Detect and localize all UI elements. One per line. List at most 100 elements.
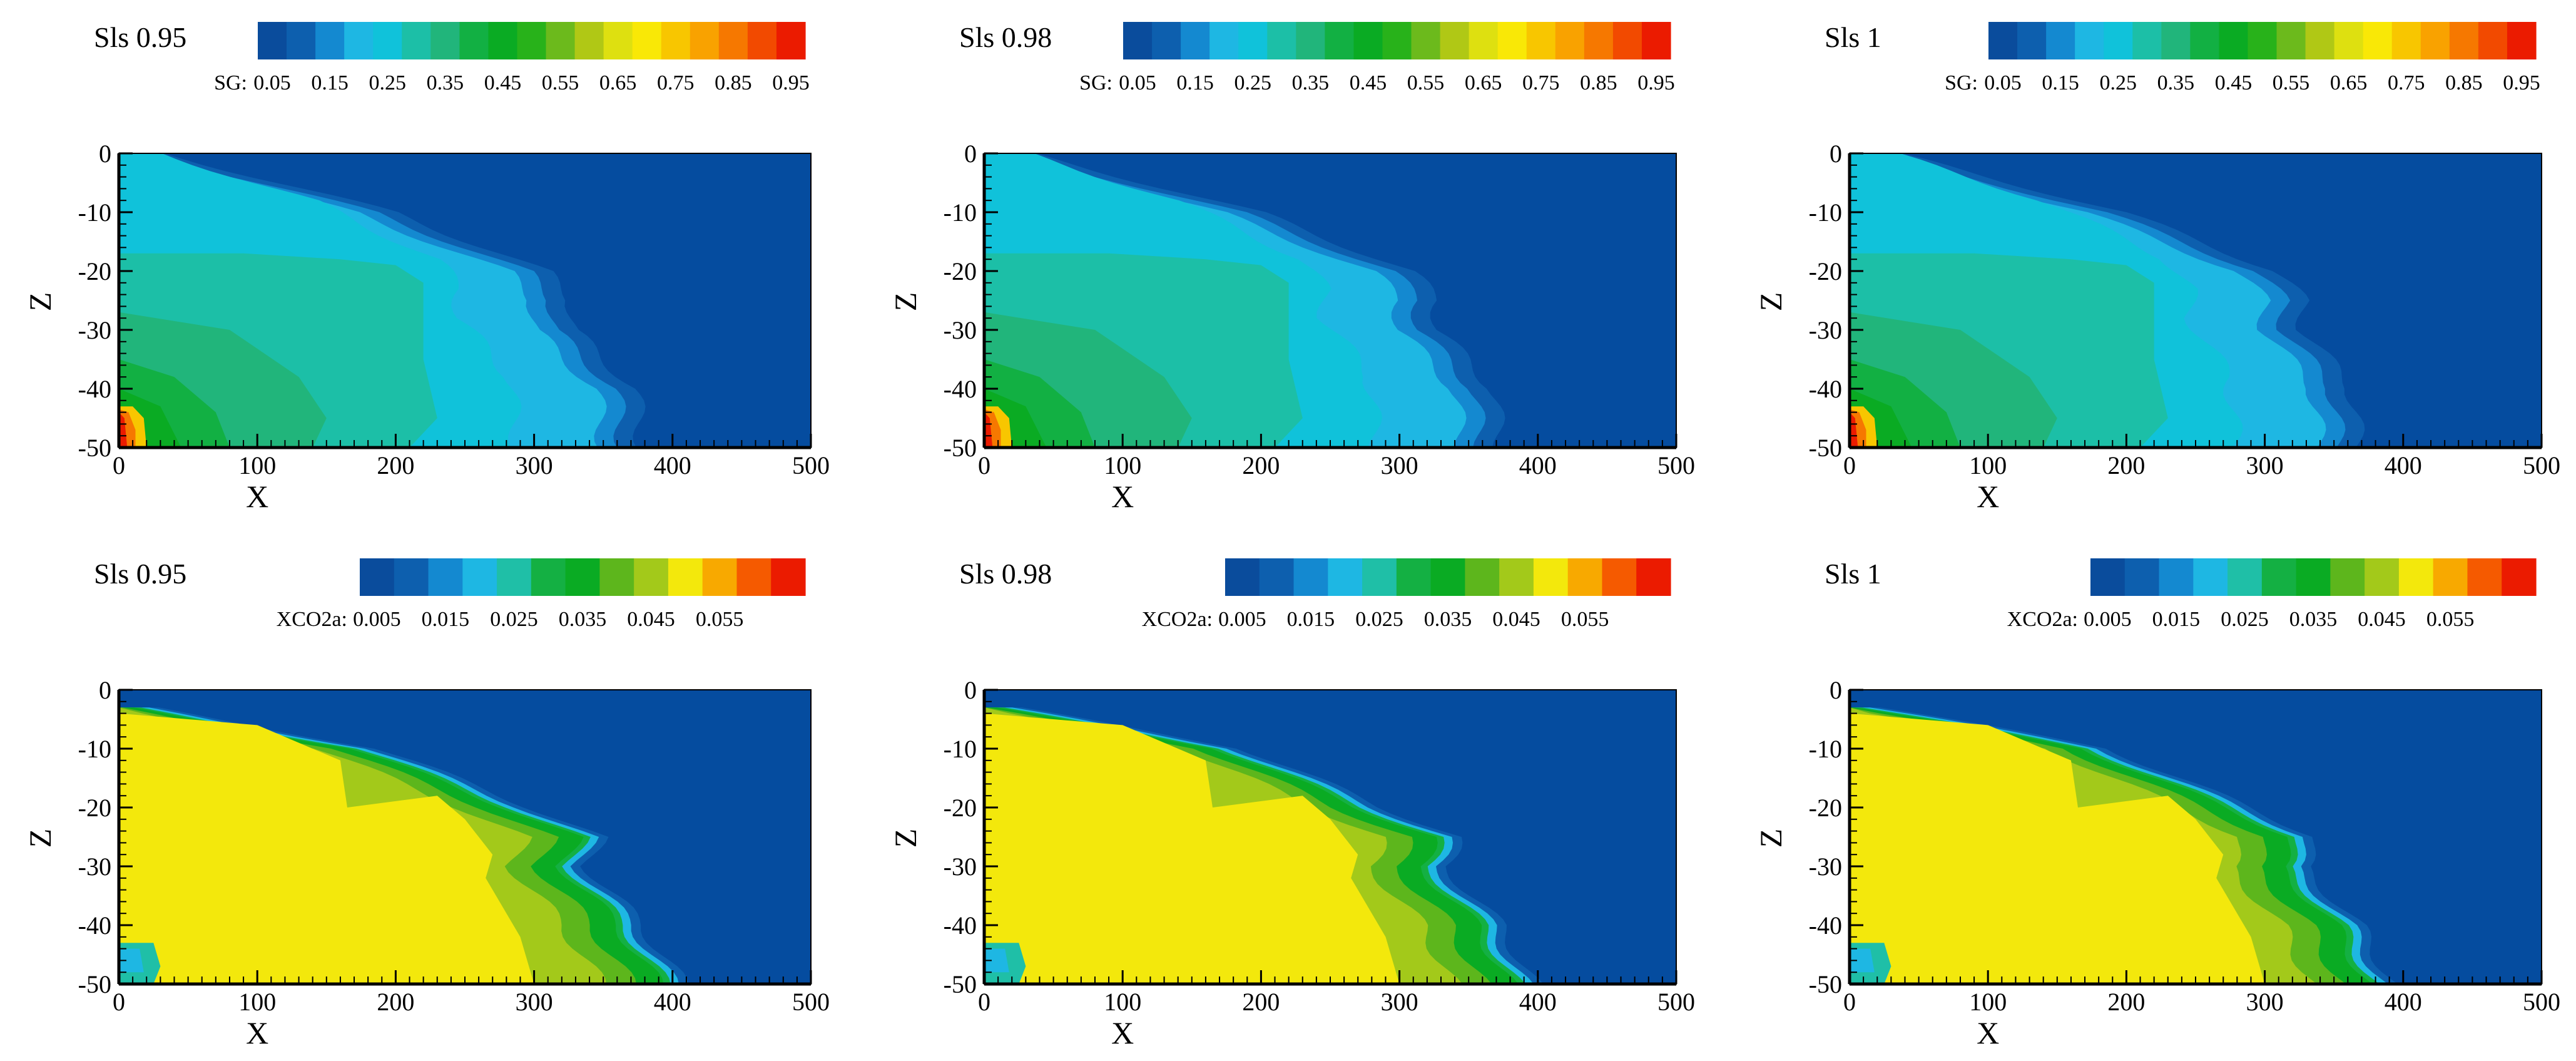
panel-1: Sls 0.95 SG: 0.05 0.15 0.25 0.35 0.45 0.55 0.65 0… (23, 21, 830, 514)
colorbar-tick-label: 0.15 (2042, 71, 2079, 95)
contour-field (984, 153, 1505, 448)
x-tick-label: 500 (2523, 451, 2560, 479)
colorbar-swatch (546, 22, 576, 59)
colorbar-swatch (702, 558, 738, 596)
colorbar-swatch (1499, 558, 1534, 596)
colorbar-swatch (2467, 558, 2502, 596)
colorbar-swatch (1238, 22, 1268, 59)
x-tick-label: 0 (978, 451, 990, 479)
colorbar-swatch (315, 22, 345, 59)
colorbar (1123, 22, 1671, 59)
colorbar-swatch (2363, 22, 2393, 59)
colorbar-swatch (488, 22, 518, 59)
colorbar-title: XCO2a: (2007, 608, 2078, 631)
colorbar-tick-label: 0.055 (1561, 608, 1609, 631)
x-tick-label: 0 (1843, 988, 1856, 1016)
colorbar-swatch (2420, 22, 2450, 59)
colorbar-title: XCO2a: (277, 608, 347, 631)
colorbar-swatch (1612, 22, 1642, 59)
colorbar-swatch (1382, 22, 1412, 59)
colorbar-swatch (574, 22, 604, 59)
colorbar-tick-label: 0.005 (1218, 608, 1266, 631)
y-axis-label: Z (888, 292, 923, 312)
y-tick-label: -20 (78, 794, 111, 822)
colorbar-swatch (2305, 22, 2335, 59)
panel-title: Sls 0.95 (94, 558, 186, 590)
colorbar-swatch (632, 22, 662, 59)
colorbar-swatch (599, 558, 634, 596)
contour-band (1850, 713, 2265, 984)
colorbar-swatch (1533, 558, 1569, 596)
x-axis-label: X (246, 479, 268, 514)
contour-band (119, 713, 534, 984)
colorbar-title: SG: (214, 71, 247, 95)
colorbar-swatch (2433, 558, 2468, 596)
panel-title: Sls 1 (1825, 558, 1881, 590)
colorbar-tick-label: 0.005 (2084, 608, 2132, 631)
x-tick-label: 300 (2246, 988, 2284, 1016)
plot-area: 0 100 200 300 400 500 0 -10 -20 -30 -40 -50 X Z (23, 676, 830, 1050)
colorbar-tick-label: 0.005 (353, 608, 401, 631)
x-tick-label: 500 (1657, 988, 1695, 1016)
colorbar-tick-label: 0.85 (715, 71, 752, 95)
colorbar-swatch (430, 22, 460, 59)
colorbar-tick-label: 0.015 (422, 608, 470, 631)
y-tick-label: -40 (78, 375, 111, 403)
colorbar-tick-label: 0.65 (1465, 71, 1502, 95)
contour-band (984, 412, 993, 448)
colorbar-swatch (2276, 22, 2306, 59)
contour-band (1850, 948, 1875, 973)
colorbar-swatch (771, 558, 806, 596)
colorbar-tick-label: 0.55 (542, 71, 579, 95)
x-tick-label: 400 (1519, 451, 1557, 479)
x-tick-label: 400 (654, 451, 691, 479)
y-tick-label: -50 (1809, 970, 1842, 998)
x-tick-label: 500 (1657, 451, 1695, 479)
colorbar-tick-label: 0.045 (627, 608, 675, 631)
colorbar-swatch (690, 22, 720, 59)
colorbar-swatch (2502, 558, 2537, 596)
colorbar-tick-label: 0.035 (559, 608, 607, 631)
plot-area: 0 100 200 300 400 500 0 -10 -20 -30 -40 -50 X Z (1753, 140, 2560, 514)
colorbar-swatch (402, 22, 431, 59)
colorbar-tick-label: 0.045 (1492, 608, 1540, 631)
y-tick-label: -50 (944, 434, 977, 462)
y-tick-label: -10 (78, 735, 111, 763)
colorbar-swatch (2124, 558, 2160, 596)
panel-3: Sls 1 SG: 0.05 0.15 0.25 0.35 0.45 0.55 0.65 0.75… (1753, 21, 2560, 514)
y-tick-label: -20 (944, 257, 977, 285)
colorbar-swatch (661, 22, 691, 59)
y-tick-label: -30 (78, 316, 111, 344)
colorbar-swatch (747, 22, 777, 59)
colorbar-tick-label: 0.25 (1234, 71, 1271, 95)
y-tick-label: -30 (1809, 853, 1842, 881)
colorbar-tick-label: 0.045 (2358, 608, 2406, 631)
y-tick-label: -20 (944, 794, 977, 822)
colorbar-swatch (1225, 558, 1260, 596)
x-tick-label: 500 (2523, 988, 2560, 1016)
x-tick-label: 400 (2385, 988, 2422, 1016)
panel-title: Sls 1 (1825, 21, 1881, 53)
colorbar-tick-label: 0.35 (2157, 71, 2195, 95)
colorbar-tick-label: 0.35 (1292, 71, 1330, 95)
colorbar-swatch (258, 22, 287, 59)
colorbar-swatch (1328, 558, 1363, 596)
colorbar-swatch (394, 558, 429, 596)
colorbar-swatch (1296, 22, 1325, 59)
panel-4: Sls 0.95 XCO2a: 0.005 0.015 0.025 0.035 0.045 0… (23, 558, 830, 1050)
contour-field (119, 153, 646, 448)
x-tick-label: 100 (1969, 988, 2007, 1016)
y-tick-label: -40 (78, 911, 111, 940)
colorbar-swatch (462, 558, 497, 596)
colorbar-swatch (1123, 22, 1153, 59)
x-tick-label: 200 (2107, 451, 2145, 479)
colorbar-swatch (565, 558, 600, 596)
colorbar-swatch (1555, 22, 1585, 59)
x-tick-label: 0 (113, 451, 125, 479)
colorbar (1988, 22, 2537, 59)
y-tick-label: -30 (78, 853, 111, 881)
y-tick-label: -20 (1809, 257, 1842, 285)
x-tick-label: 300 (516, 451, 553, 479)
y-tick-label: -50 (944, 970, 977, 998)
x-axis-label: X (1977, 479, 1999, 514)
